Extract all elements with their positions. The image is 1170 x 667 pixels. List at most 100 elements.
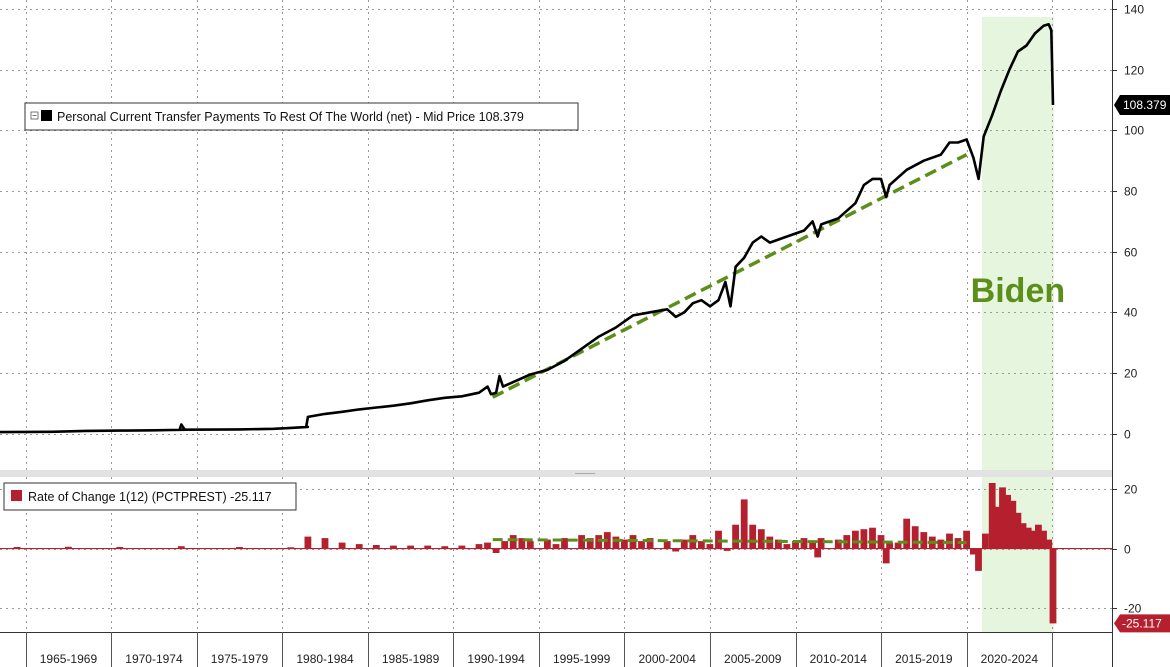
upper-legend-label: Personal Current Transfer Payments To Re… bbox=[57, 110, 524, 124]
last-value-badge-top: 108.379 bbox=[1114, 94, 1170, 115]
roc-bar bbox=[595, 535, 603, 549]
roc-bar bbox=[1009, 500, 1017, 549]
upper-legend-box bbox=[24, 102, 579, 131]
roc-bar bbox=[988, 483, 996, 549]
y-tick-label: 100 bbox=[1124, 124, 1144, 138]
lower-panel: -20 0 20 Rate of Change 1(12) (PCTPREST) -… bbox=[0, 477, 1170, 633]
upper-gridlines bbox=[0, 0, 1112, 470]
y-tick-label: 0 bbox=[1124, 543, 1131, 557]
roc-bar bbox=[1029, 530, 1037, 549]
roc-bar bbox=[475, 544, 483, 549]
y-tick-label: 0 bbox=[1124, 428, 1131, 442]
lower-legend-box bbox=[3, 482, 297, 511]
roc-bar bbox=[509, 535, 517, 549]
roc-bar bbox=[407, 545, 414, 549]
roc-bar bbox=[65, 546, 72, 549]
roc-bar bbox=[749, 524, 757, 549]
roc-bar bbox=[783, 544, 791, 549]
x-tick-label: 1965-1969 bbox=[40, 652, 98, 666]
roc-bar bbox=[732, 524, 739, 549]
roc-bar bbox=[920, 532, 928, 549]
last-value-label-bottom: -25.117 bbox=[1122, 616, 1162, 630]
x-tick-label: 1970-1974 bbox=[125, 652, 183, 666]
roc-bar bbox=[638, 541, 645, 549]
series-swatch-icon bbox=[41, 110, 52, 121]
roc-bar bbox=[1014, 512, 1022, 549]
panel-divider bbox=[0, 470, 1112, 477]
roc-bar bbox=[484, 542, 491, 549]
roc-bar bbox=[740, 499, 748, 549]
x-tick-label: 2005-2009 bbox=[724, 652, 782, 666]
roc-bar bbox=[1004, 494, 1011, 549]
roc-bar bbox=[894, 542, 902, 549]
roc-bar bbox=[586, 538, 594, 549]
roc-bar bbox=[809, 541, 816, 549]
x-tick-label: 1995-1999 bbox=[553, 652, 611, 666]
x-tick-label: 1985-1989 bbox=[382, 652, 440, 666]
x-tick-label: 2000-2004 bbox=[639, 652, 697, 666]
roc-bar bbox=[492, 548, 500, 553]
roc-bar bbox=[680, 539, 688, 549]
roc-bar bbox=[646, 538, 654, 549]
last-value-badge-bottom-shape bbox=[1114, 614, 1170, 633]
roc-bar bbox=[526, 541, 534, 549]
x-tick-label: 1990-1994 bbox=[467, 652, 525, 666]
roc-bar bbox=[994, 506, 1001, 549]
roc-bar bbox=[287, 547, 295, 549]
roc-bar bbox=[1045, 539, 1053, 549]
roc-bar bbox=[441, 546, 449, 549]
last-value-badge-top-shape bbox=[1114, 94, 1170, 115]
roc-bar bbox=[518, 538, 526, 549]
roc-bar bbox=[775, 539, 782, 549]
roc-bar bbox=[698, 541, 705, 549]
biden-annotation: Biden bbox=[971, 272, 1065, 310]
roc-bar bbox=[1035, 524, 1042, 549]
roc-bar bbox=[963, 530, 970, 549]
roc-bar bbox=[814, 548, 822, 558]
roc-bar bbox=[903, 518, 911, 549]
roc-bar bbox=[458, 545, 466, 549]
lower-trend-line bbox=[492, 538, 967, 545]
roc-bar bbox=[834, 539, 842, 549]
x-tick-label: 1980-1984 bbox=[296, 652, 354, 666]
roc-bar bbox=[321, 538, 329, 549]
roc-bar bbox=[800, 538, 808, 549]
y-tick-label: 140 bbox=[1124, 3, 1144, 17]
upper-highlight-span bbox=[981, 17, 1054, 470]
roc-bar bbox=[672, 548, 680, 552]
y-tick-label: 20 bbox=[1124, 367, 1138, 381]
roc-bar bbox=[1024, 527, 1032, 549]
lower-y-axis: -20 0 20 bbox=[1112, 483, 1142, 616]
upper-panel: 0 20 40 60 80 100 120 140 Biden Personal Curren… bbox=[0, 0, 1170, 470]
roc-bar bbox=[1049, 548, 1057, 624]
x-tick-label: 1975-1979 bbox=[211, 652, 269, 666]
roc-bar bbox=[552, 544, 560, 549]
last-value-badge-bottom: -25.117 bbox=[1114, 614, 1170, 633]
roc-bar bbox=[338, 542, 346, 549]
series-line bbox=[0, 23, 1055, 434]
y-tick-label: 120 bbox=[1124, 64, 1144, 78]
roc-bar bbox=[424, 545, 432, 549]
roc-bar bbox=[882, 548, 890, 564]
x-tick-label: 2015-2019 bbox=[895, 652, 953, 666]
roc-bar bbox=[355, 544, 363, 549]
x-tick-label: 2020-2024 bbox=[981, 652, 1039, 666]
roc-bar bbox=[561, 538, 568, 549]
roc-swatch-icon bbox=[11, 490, 22, 501]
last-value-label-top: 108.379 bbox=[1123, 98, 1167, 112]
roc-bar bbox=[621, 539, 628, 549]
x-axis: 1965-1969 1970-1974 1975-1979 1980-1984 1985… bbox=[0, 632, 1112, 667]
roc-bar bbox=[1040, 530, 1047, 549]
roc-bar bbox=[612, 536, 620, 549]
roc-bar bbox=[877, 535, 885, 549]
roc-bar bbox=[116, 547, 124, 549]
roc-bar bbox=[970, 548, 977, 555]
roc-bar bbox=[706, 544, 714, 549]
y-tick-label: 60 bbox=[1124, 246, 1138, 260]
lower-legend: Rate of Change 1(12) (PCTPREST) -25.117 bbox=[3, 482, 297, 511]
upper-y-axis: 0 20 40 60 80 100 120 140 bbox=[1112, 3, 1144, 442]
roc-bar bbox=[304, 536, 312, 549]
roc-bar bbox=[886, 542, 893, 549]
y-tick-label: -20 bbox=[1124, 602, 1142, 616]
